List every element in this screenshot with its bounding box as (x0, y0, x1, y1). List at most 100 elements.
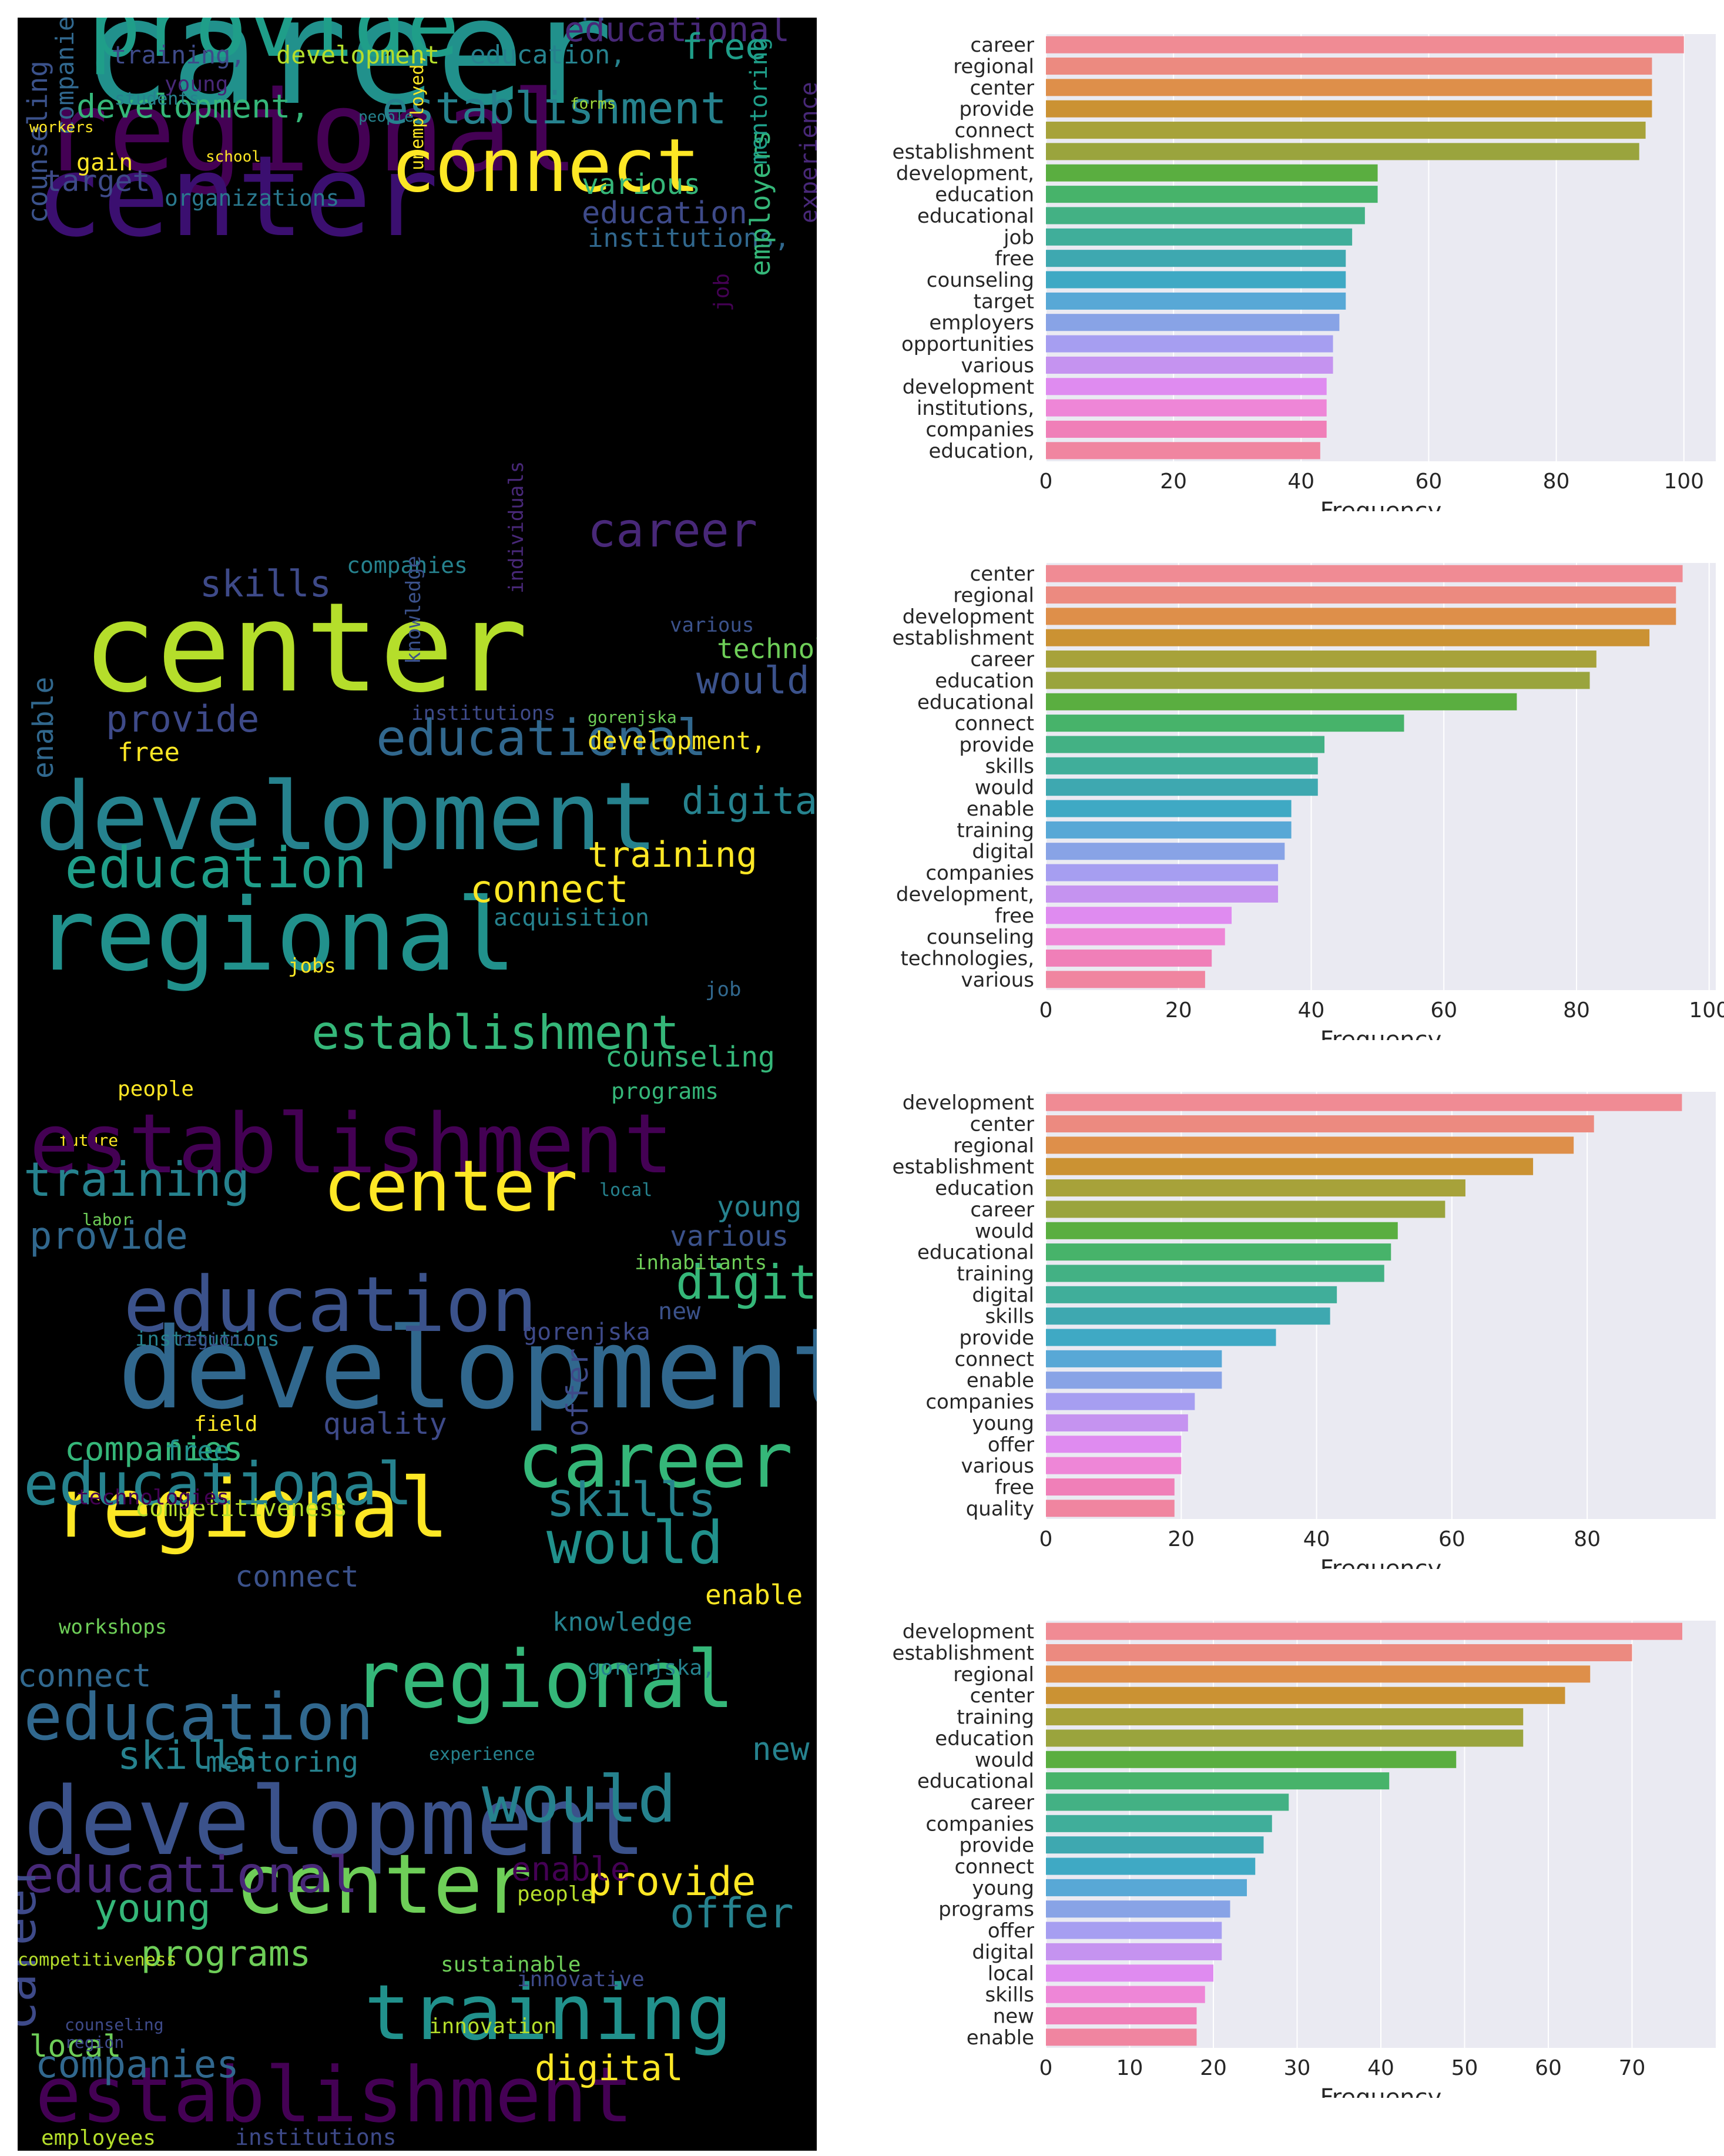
category-label: would (975, 1748, 1034, 1772)
wordcloud-word: center (323, 1146, 578, 1228)
wordcloud-word: training (364, 1968, 732, 2057)
bar (1046, 1136, 1574, 1154)
wordcloud-word: career (82, 0, 613, 138)
bar (1046, 736, 1325, 753)
bar (1046, 122, 1646, 139)
category-label: center (970, 562, 1034, 586)
category-label: counseling (927, 926, 1034, 949)
wordcloud-word: provide (29, 1215, 188, 1258)
category-label: educational (917, 1770, 1034, 1793)
category-label: target (974, 290, 1034, 313)
bar (1046, 1179, 1465, 1197)
category-label: enable (967, 797, 1034, 821)
category-label: skills (985, 1983, 1034, 2007)
category-label: young (972, 1876, 1034, 1900)
wordcloud-word: digital (676, 1255, 834, 1310)
wordcloud-word: quality (323, 1407, 447, 1441)
bar-chart-1-canvas: careerregionalcenterprovideconnectestabl… (893, 33, 1716, 511)
category-label: career (970, 33, 1034, 57)
wordcloud-background (18, 18, 817, 2151)
bar (1046, 1500, 1175, 1517)
category-label: technologies, (900, 947, 1034, 970)
wordcloud-word: people (118, 1077, 194, 1101)
category-label: free (995, 904, 1034, 928)
wordcloud-word: unemployed, (407, 53, 428, 170)
wordcloud-word: career (0, 1860, 46, 2030)
category-label: digital (972, 840, 1034, 864)
x-axis-label: Frequency (1320, 1027, 1442, 1040)
wordcloud-word: development (118, 1304, 834, 1434)
category-label: training (957, 1706, 1034, 1729)
category-label: would (975, 776, 1034, 800)
bar (1046, 79, 1652, 96)
category-label: development (903, 1620, 1034, 1644)
wordcloud-word: knowledge (552, 1607, 692, 1637)
category-label: regional (953, 1663, 1034, 1686)
wordcloud-word: new (658, 1298, 701, 1325)
wordcloud-word: educational (24, 1450, 412, 1518)
x-tick-label: 0 (1039, 2056, 1053, 2080)
wordcloud-word: connect (391, 123, 700, 209)
bar (1046, 250, 1346, 267)
wordcloud-word: innovation (429, 2014, 556, 2038)
x-tick-label: 70 (1619, 2056, 1646, 2080)
wordcloud-word: regional (41, 67, 579, 197)
category-label: education (935, 669, 1034, 693)
category-label: connect (954, 1347, 1034, 1371)
category-label: center (970, 76, 1034, 100)
wordcloud-word: companies (65, 1430, 243, 1468)
wordcloud-word: regional (35, 877, 516, 994)
category-label: offer (988, 1433, 1034, 1457)
wordcloud-word: experience (796, 82, 823, 223)
wordcloud-word: enable (27, 677, 60, 779)
x-tick-label: 10 (1116, 2056, 1143, 2080)
wordcloud-word: education (123, 1260, 537, 1349)
x-tick-label: 20 (1200, 2056, 1227, 2080)
wordcloud-word: future (59, 1131, 118, 1150)
bar (1046, 1772, 1390, 1790)
x-axis-label: Frequency (1320, 2084, 1442, 2098)
bar (1046, 757, 1318, 774)
wordcloud-word: competitiveness (135, 1495, 347, 1522)
wordcloud-word: enable (511, 1850, 630, 1889)
wordcloud-word: provide (88, 0, 459, 77)
wordcloud-word: employees (41, 2126, 156, 2150)
category-label: training (957, 819, 1034, 842)
wordcloud-word: education (582, 196, 747, 231)
bar (1046, 1307, 1330, 1325)
wordcloud-word: various (670, 1220, 789, 1253)
wordcloud-word: provide (106, 698, 259, 740)
category-label: education, (928, 440, 1034, 463)
wordcloud-word: experience (429, 1744, 535, 1765)
category-label: companies (925, 418, 1034, 441)
plot-area (1046, 1092, 1716, 1519)
category-label: provide (959, 733, 1034, 757)
wordcloud-word: development (24, 1766, 646, 1876)
category-label: offer (988, 1919, 1034, 1943)
category-label: establishment (893, 1155, 1034, 1179)
wordcloud-word: connect (470, 868, 629, 911)
category-label: educational (917, 204, 1034, 228)
wordcloud-column: career regional center provide connect establ… (0, 0, 834, 2156)
wordcloud-word: individuals (505, 461, 528, 594)
bar (1046, 1115, 1594, 1133)
x-tick-label: 80 (1563, 998, 1590, 1022)
category-label: various (961, 968, 1034, 992)
x-tick-label: 30 (1284, 2056, 1311, 2080)
wordcloud-word: gorenjska (523, 1319, 650, 1346)
category-label: training (957, 1262, 1034, 1286)
wordcloud-word: free (165, 1435, 230, 1467)
wordcloud-word: development, (76, 88, 310, 125)
bar (1046, 1986, 1205, 2003)
wordcloud-word: institutions (411, 702, 556, 725)
bar (1046, 399, 1327, 417)
wordcloud-word: inhabitants (635, 1251, 767, 1275)
category-label: establishment (893, 626, 1034, 650)
category-label: connect (954, 119, 1034, 143)
bar (1046, 907, 1232, 924)
bar (1046, 1457, 1182, 1474)
wordcloud-word: technologies (76, 1486, 229, 1510)
bar (1046, 1265, 1384, 1282)
wordcloud-word: offer (561, 1348, 595, 1437)
wordcloud-word: career (517, 1416, 793, 1505)
